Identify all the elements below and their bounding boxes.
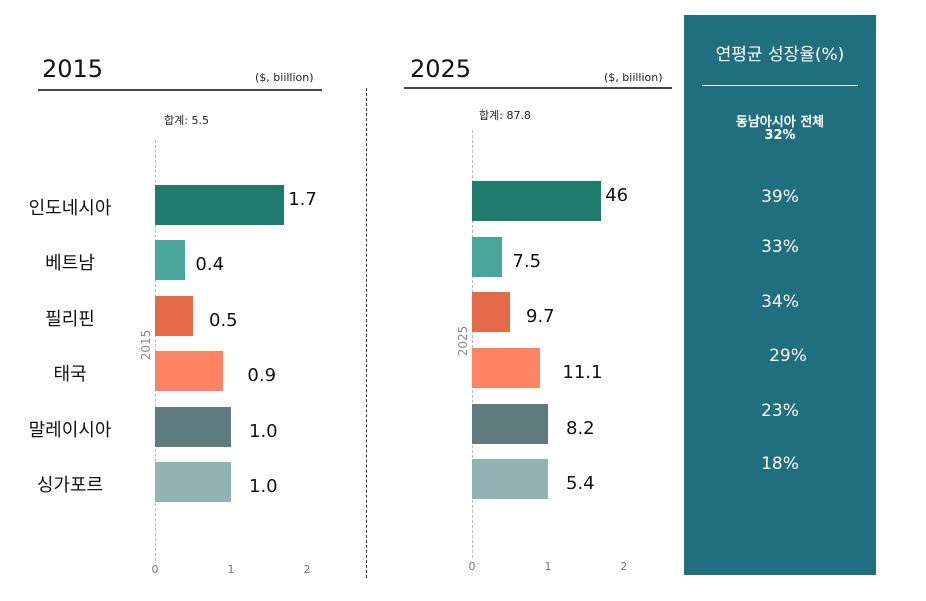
bar: [472, 237, 503, 277]
category-label: 베트남: [45, 253, 95, 274]
x-tick-label: 0: [151, 563, 159, 576]
growth-panel: 연평균 성장율(%) 동남아시아 전체 32% 39% 33% 34% 29% 23% 1…: [684, 15, 876, 575]
zero-axis-line: [472, 130, 473, 558]
category-label: 필리핀: [45, 309, 95, 330]
overall-value: 32%: [764, 128, 796, 143]
growth-rate-value: 34%: [761, 292, 799, 312]
data-label: 5.4: [566, 473, 595, 494]
bar: [155, 407, 231, 447]
growth-rate-value: 33%: [761, 237, 799, 257]
data-label: 1.0: [249, 421, 278, 442]
chart-2015-rule: [38, 89, 322, 91]
x-tick-label: 1: [544, 560, 552, 573]
data-label: 0.9: [247, 365, 277, 386]
data-label: 11.1: [562, 362, 603, 383]
x-tick-label: 2: [303, 563, 311, 576]
y-axis-label: 2025: [456, 325, 470, 357]
category-label: 싱가포르: [36, 475, 104, 496]
bar: [155, 185, 285, 225]
x-tick-label: 0: [468, 560, 476, 573]
category-label: 말레이시아: [28, 420, 112, 441]
growth-panel-rule: [702, 85, 858, 86]
data-label: 0.4: [195, 254, 225, 275]
chart-2025-rule: [404, 87, 672, 89]
data-label: 46: [605, 185, 629, 206]
growth-rate-value: 18%: [761, 454, 799, 474]
bar: [472, 181, 602, 221]
growth-rate-value: 39%: [761, 187, 799, 207]
bar: [155, 240, 186, 280]
growth-rate-value: 29%: [769, 346, 807, 366]
zero-axis-line: [155, 140, 156, 561]
bar: [472, 348, 541, 388]
data-label: 0.5: [209, 310, 238, 331]
chart-2025-unit: ($, biillion): [604, 71, 663, 84]
chart-2015-title: 2015: [42, 55, 104, 83]
bar: [472, 292, 510, 332]
bar: [472, 459, 548, 499]
chart-divider: [366, 88, 367, 578]
category-label: 태국: [53, 364, 87, 385]
x-tick-label: 1: [227, 563, 235, 576]
bar: [155, 462, 231, 502]
bar: [472, 404, 548, 444]
data-label: 7.5: [512, 251, 542, 272]
x-tick-label: 2: [620, 560, 628, 573]
chart-2015-total: 합계: 5.5: [164, 114, 209, 127]
y-axis-label: 2015: [139, 329, 153, 361]
growth-panel-title: 연평균 성장율(%): [715, 45, 845, 65]
category-label: 인도네시아: [28, 198, 112, 219]
data-label: 1.7: [288, 189, 317, 210]
chart-2015-unit: ($, biillion): [255, 71, 314, 84]
bar: [155, 351, 224, 391]
data-label: 8.2: [566, 418, 595, 439]
data-label: 9.7: [526, 306, 555, 327]
overall-label: 동남아시아 전체: [735, 115, 825, 130]
chart-2025-title: 2025: [410, 55, 472, 83]
chart-2025-total: 합계: 87.8: [479, 109, 531, 122]
data-label: 1.0: [249, 476, 278, 497]
growth-rate-value: 23%: [761, 401, 799, 421]
bar: [155, 296, 193, 336]
